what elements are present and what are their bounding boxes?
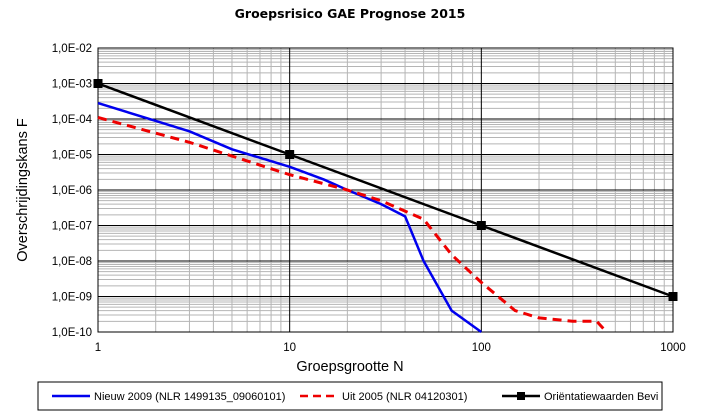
series-line-3 bbox=[97, 82, 674, 298]
legend-label-3: Oriëntatiewaarden Bevi bbox=[544, 391, 658, 403]
x-tick-label: 100 bbox=[472, 342, 491, 354]
chart-title: Groepsrisico GAE Prognose 2015 bbox=[235, 6, 466, 21]
x-tick-label: 10 bbox=[283, 342, 296, 354]
legend-box bbox=[37, 381, 663, 411]
y-tick-label: 1,0E-04 bbox=[52, 114, 93, 126]
series-line-2 bbox=[97, 116, 608, 334]
y-axis-ticks: 1,0E-02 1,0E-03 1,0E-04 1,0E-05 1,0E-06 1,0E-… bbox=[52, 43, 93, 339]
legend-label-2: Uit 2005 (NLR 04120301) bbox=[342, 391, 467, 403]
y-tick-label: 1,0E-09 bbox=[52, 292, 92, 304]
y-tick-label: 1,0E-07 bbox=[52, 221, 92, 233]
y-tick-label: 1,0E-06 bbox=[52, 185, 92, 197]
series-marker-3 bbox=[668, 292, 678, 301]
y-tick-label: 1,0E-03 bbox=[52, 79, 92, 91]
legend-marker-3 bbox=[517, 392, 525, 400]
y-tick-label: 1,0E-10 bbox=[52, 327, 92, 339]
x-axis-ticks: 1 10 100 1000 bbox=[95, 342, 686, 354]
x-tick-label: 1000 bbox=[660, 342, 686, 354]
series-marker-3 bbox=[476, 221, 486, 230]
y-tick-label: 1,0E-08 bbox=[52, 256, 92, 268]
y-tick-label: 1,0E-02 bbox=[52, 43, 92, 55]
series-marker-3 bbox=[285, 150, 295, 159]
legend: Nieuw 2009 (NLR 1499135_09060101) Uit 200… bbox=[52, 391, 658, 403]
y-axis-label: Overschrijdingskans F bbox=[15, 118, 31, 262]
x-tick-label: 1 bbox=[95, 342, 101, 354]
y-tick-label: 1,0E-05 bbox=[52, 150, 92, 162]
x-axis-label: Groepsgrootte N bbox=[296, 359, 403, 375]
plot-area-border bbox=[97, 47, 674, 333]
legend-label-1: Nieuw 2009 (NLR 1499135_09060101) bbox=[94, 391, 285, 403]
series-marker-3 bbox=[93, 79, 103, 88]
series-layer bbox=[93, 79, 678, 334]
